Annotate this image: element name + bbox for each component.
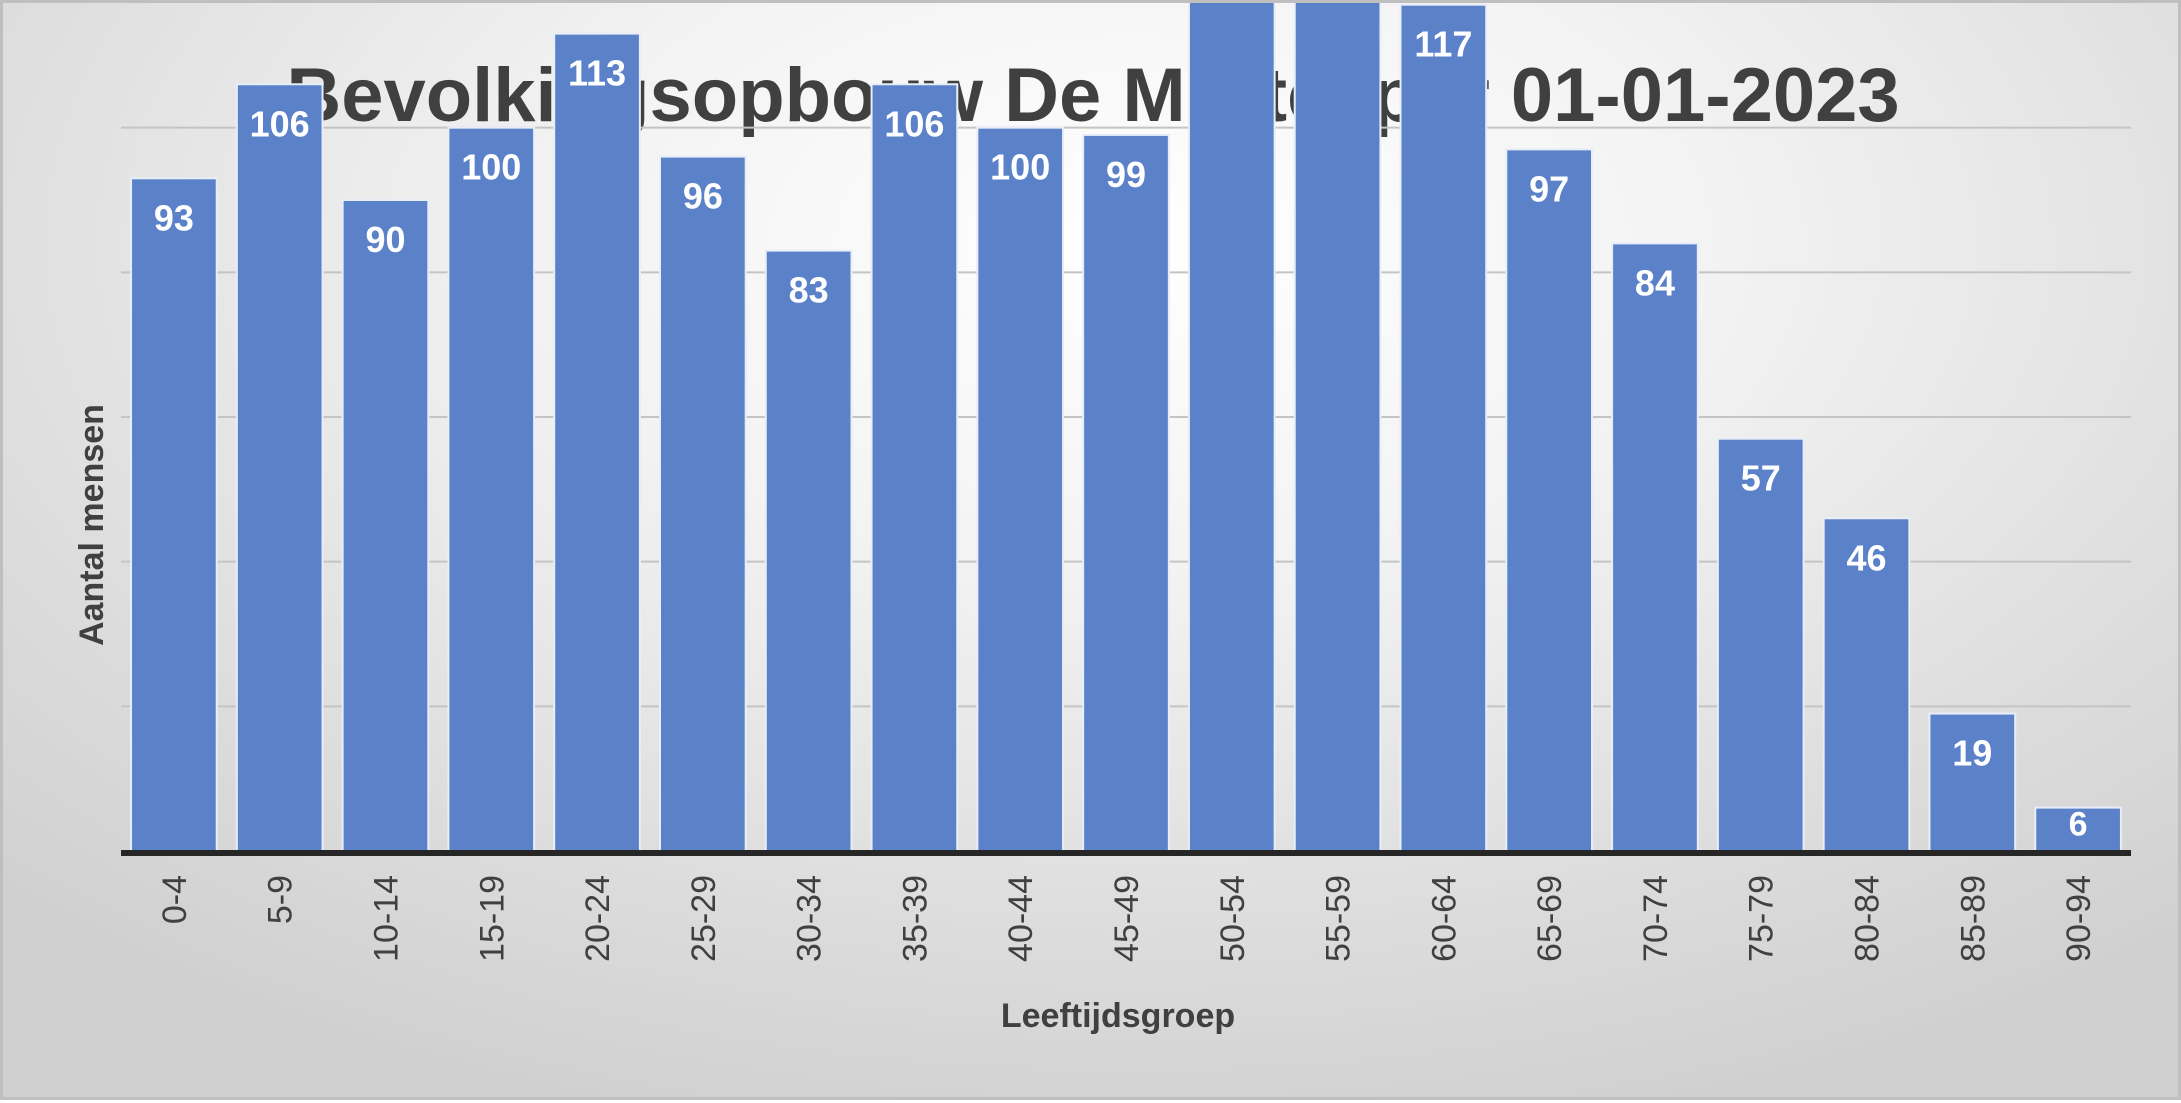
x-axis-title: Leeftijdsgroep [1001, 997, 1235, 1035]
bar-85-89 [1928, 712, 2017, 852]
bar-15-19 [447, 126, 536, 852]
bar-50-54 [1187, 3, 1276, 852]
bar-25-29 [658, 155, 747, 853]
x-tick-label: 25-29 [685, 875, 723, 962]
data-label-65-69: 97 [1529, 168, 1569, 209]
x-tick-label: 90-94 [2060, 875, 2098, 962]
data-label-85-89: 19 [1952, 733, 1992, 774]
bar-80-84 [1822, 517, 1911, 852]
x-tick-label: 0-4 [156, 875, 194, 924]
data-label-75-79: 57 [1741, 458, 1781, 499]
x-tick-label: 75-79 [1743, 875, 1781, 962]
data-label-5-9: 106 [250, 103, 310, 144]
bar-40-44 [976, 126, 1065, 852]
bar-90-94 [2034, 806, 2122, 852]
x-tick-label: 35-39 [896, 875, 934, 962]
bar-10-14 [341, 199, 430, 852]
x-tick-label: 65-69 [1531, 875, 1569, 962]
data-label-80-84: 46 [1847, 537, 1887, 578]
x-tick-label: 85-89 [1954, 875, 1992, 962]
bar-55-59 [1293, 3, 1382, 853]
x-tick-label: 10-14 [367, 875, 405, 962]
data-label-60-64: 117 [1414, 24, 1472, 65]
data-label-45-49: 99 [1106, 154, 1146, 195]
x-tick-label: 30-34 [791, 875, 829, 962]
data-label-15-19: 100 [461, 147, 521, 188]
data-label-90-94: 6 [2069, 806, 2088, 844]
bar-30-34 [764, 249, 853, 852]
bar-60-64 [1399, 3, 1488, 852]
x-axis-tick-labels: 0-4 5-9 10-14 15-19 20-24 25-29 30-34 35-39 40-4… [156, 875, 2098, 962]
x-tick-label: 60-64 [1425, 875, 1463, 962]
x-tick-label: 50-54 [1214, 875, 1252, 962]
bar-20-24 [553, 32, 641, 852]
x-tick-label: 20-24 [579, 875, 617, 962]
data-label-10-14: 90 [365, 219, 405, 260]
bar-35-39 [870, 83, 959, 853]
data-label-0-4: 93 [154, 197, 194, 238]
chart-title: Bevolkingsopbouw De Mortel per 01-01-202… [286, 53, 1899, 138]
data-label-30-34: 83 [789, 270, 829, 311]
bar-70-74 [1611, 242, 1699, 852]
bar-75-79 [1716, 437, 1805, 852]
x-tick-label: 5-9 [262, 875, 300, 924]
data-labels: 9310690100113968310610099144158117978457… [154, 24, 2088, 844]
x-tick-label: 40-44 [1002, 875, 1040, 962]
data-label-35-39: 106 [884, 103, 944, 144]
bar-chart: Bevolkingsopbouw De Mortel per 01-01-202… [73, 3, 2131, 1035]
data-label-40-44: 100 [990, 147, 1050, 188]
data-label-70-74: 84 [1635, 262, 1675, 303]
bars [130, 3, 2122, 853]
x-tick-label: 45-49 [1108, 875, 1146, 962]
bar-0-4 [130, 177, 218, 853]
y-axis-title: Aantal mensen [73, 404, 111, 646]
bar-45-49 [1082, 133, 1170, 852]
x-tick-label: 80-84 [1849, 875, 1887, 962]
x-tick-label: 55-59 [1320, 875, 1358, 962]
bar-5-9 [235, 83, 324, 853]
data-label-25-29: 96 [683, 176, 723, 217]
bar-65-69 [1505, 148, 1594, 853]
x-tick-label: 15-19 [473, 875, 511, 962]
data-label-20-24: 113 [568, 53, 626, 94]
x-tick-label: 70-74 [1637, 875, 1675, 962]
